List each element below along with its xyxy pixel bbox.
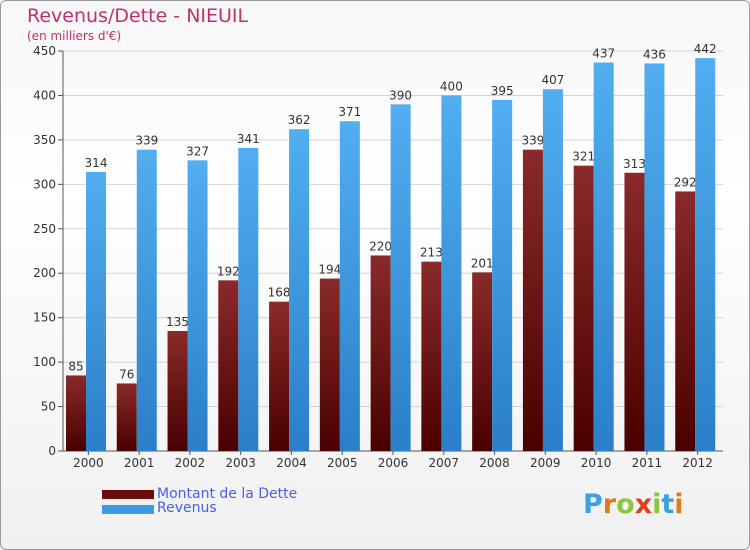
- bar-dette: [116, 383, 137, 451]
- bar-revenus: [86, 171, 106, 451]
- y-tick-label: 50: [41, 400, 56, 414]
- x-tick-label: 2000: [73, 456, 104, 470]
- x-tick-label: 2004: [276, 456, 307, 470]
- data-label: 135: [166, 315, 189, 329]
- bar-dette: [66, 375, 86, 451]
- y-tick-label: 100: [33, 355, 56, 369]
- bar-dette: [421, 261, 442, 451]
- data-label: 321: [572, 150, 595, 164]
- data-label: 339: [521, 134, 544, 148]
- bar-revenus: [390, 104, 411, 451]
- bar-dette: [522, 149, 543, 451]
- legend-label-revenus: Revenus: [157, 500, 217, 516]
- legend-swatch-dette: [102, 490, 154, 499]
- x-tick-label: 2002: [175, 456, 206, 470]
- logo-letter: i: [674, 489, 684, 520]
- bar-revenus: [695, 58, 716, 451]
- bar-dette: [624, 172, 645, 451]
- y-tick-label: 200: [33, 266, 56, 280]
- data-label: 341: [237, 132, 260, 146]
- data-label: 339: [135, 134, 158, 148]
- legend-swatch-revenus: [102, 505, 154, 514]
- data-label: 407: [541, 73, 564, 87]
- y-tick-label: 450: [33, 44, 56, 58]
- x-tick-label: 2009: [530, 456, 561, 470]
- data-label: 76: [119, 367, 134, 381]
- data-label: 220: [369, 239, 392, 253]
- y-tick-label: 400: [33, 88, 56, 102]
- data-label: 371: [338, 105, 361, 119]
- data-label: 168: [268, 286, 291, 300]
- bar-revenus: [441, 95, 462, 451]
- logo-letter: r: [602, 489, 617, 520]
- data-label: 390: [389, 88, 412, 102]
- x-tick-label: 2010: [581, 456, 612, 470]
- chart-title: Revenus/Dette - NIEUIL: [27, 5, 249, 27]
- bar-revenus: [542, 89, 563, 451]
- bar-revenus: [593, 62, 614, 452]
- data-label: 213: [420, 246, 443, 260]
- data-label: 313: [623, 157, 646, 171]
- logo-letter: P: [583, 489, 603, 520]
- bar-dette: [269, 301, 290, 451]
- x-tick-label: 2008: [479, 456, 510, 470]
- bar-dette: [472, 272, 493, 451]
- x-tick-label: 2003: [225, 456, 256, 470]
- y-tick-label: 0: [48, 444, 56, 458]
- data-label: 194: [318, 263, 341, 277]
- data-label: 201: [471, 256, 494, 270]
- bar-dette: [370, 255, 391, 451]
- bar-dette: [167, 331, 188, 451]
- x-tick-label: 2005: [327, 456, 358, 470]
- data-label: 292: [674, 175, 697, 189]
- bar-revenus: [187, 160, 208, 452]
- bar-dette: [319, 278, 340, 451]
- data-label: 442: [694, 42, 717, 56]
- x-tick-label: 2001: [124, 456, 155, 470]
- bar-revenus: [238, 147, 259, 451]
- x-tick-label: 2006: [378, 456, 409, 470]
- data-label: 436: [643, 47, 666, 61]
- bar-revenus: [492, 99, 513, 451]
- data-label: 85: [68, 359, 83, 373]
- data-label: 400: [440, 79, 463, 93]
- data-label: 395: [491, 84, 514, 98]
- data-label: 314: [85, 156, 108, 170]
- y-tick-label: 350: [33, 133, 56, 147]
- data-label: 437: [592, 47, 615, 61]
- y-tick-label: 300: [33, 177, 56, 191]
- data-label: 362: [288, 113, 311, 127]
- bar-dette: [675, 191, 696, 451]
- bar-revenus: [289, 129, 310, 451]
- bar-revenus: [136, 149, 157, 451]
- bar-dette: [218, 280, 239, 451]
- data-label: 327: [186, 144, 209, 158]
- x-tick-label: 2007: [428, 456, 459, 470]
- y-tick-label: 250: [33, 222, 56, 236]
- proxiti-logo: Proxiti: [583, 489, 684, 520]
- x-tick-label: 2012: [682, 456, 713, 470]
- legend-label-dette: Montant de la Dette: [157, 486, 298, 502]
- chart-subtitle: (en milliers d'€): [27, 29, 122, 43]
- bar-dette: [573, 165, 594, 451]
- x-tick-label: 2011: [632, 456, 663, 470]
- logo-letter: x: [634, 489, 653, 520]
- logo-letter: o: [616, 489, 635, 520]
- logo-letter: t: [661, 489, 675, 520]
- bar-revenus: [339, 121, 360, 451]
- data-label: 192: [217, 264, 240, 278]
- logo-letter: i: [652, 489, 662, 520]
- bar-revenus: [644, 63, 665, 451]
- y-tick-label: 150: [33, 311, 56, 325]
